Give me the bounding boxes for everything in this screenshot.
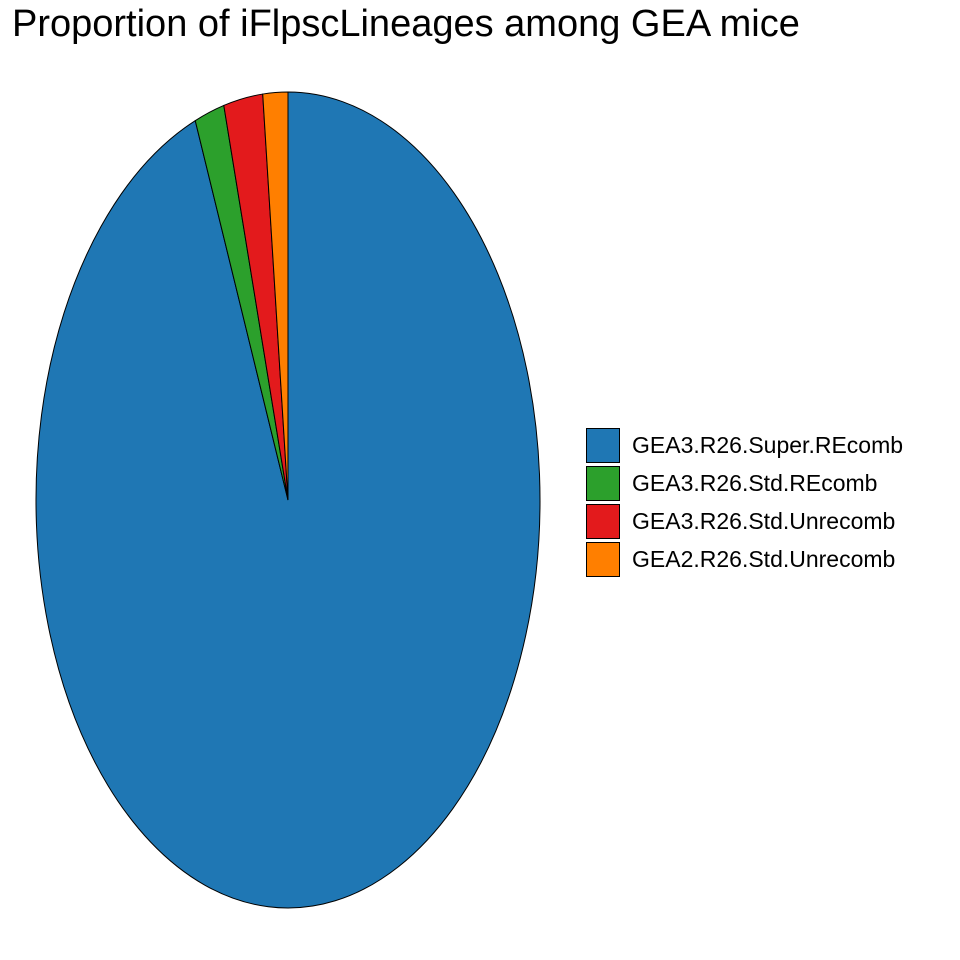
pie-slice-gea2-r26-std-unrecomb (262, 91, 289, 501)
legend-key (586, 541, 620, 577)
legend-item-gea3-r26-std-recomb: GEA3.R26.Std.REcomb (586, 464, 903, 502)
legend-item-gea2-r26-std-unrecomb: GEA2.R26.Std.Unrecomb (586, 540, 903, 578)
legend-key (586, 503, 620, 539)
legend-label: GEA3.R26.Std.Unrecomb (632, 507, 896, 534)
legend-label: GEA2.R26.Std.Unrecomb (632, 545, 896, 572)
chart-title: Proportion of iFlpscLineages among GEA m… (12, 3, 800, 45)
legend: GEA3.R26.Super.REcomb GEA3.R26.Std.REcomb… (586, 426, 903, 578)
legend-key (586, 427, 620, 463)
legend-item-gea3-r26-super-recomb: GEA3.R26.Super.REcomb (586, 426, 903, 464)
legend-item-gea3-r26-std-unrecomb: GEA3.R26.Std.Unrecomb (586, 502, 903, 540)
legend-label: GEA3.R26.Super.REcomb (632, 431, 904, 458)
legend-label: GEA3.R26.Std.REcomb (632, 469, 878, 496)
legend-key (586, 465, 620, 501)
